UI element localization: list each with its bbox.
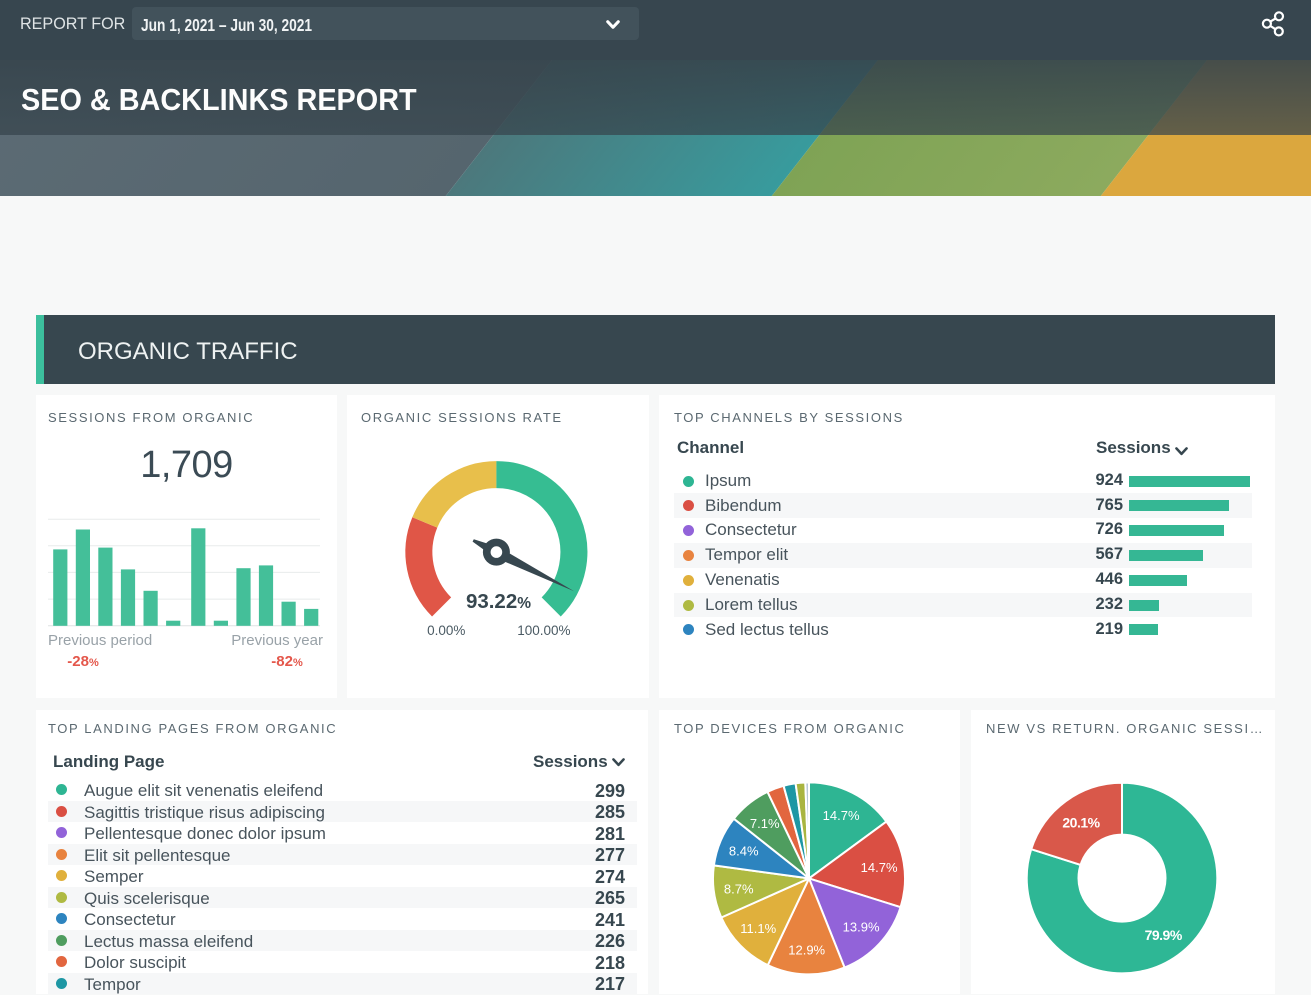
svg-text:13.9%: 13.9% (843, 920, 880, 935)
svg-text:20.1%: 20.1% (1062, 815, 1100, 831)
svg-text:7.1%: 7.1% (750, 816, 780, 831)
svg-text:14.7%: 14.7% (823, 808, 860, 823)
svg-text:11.1%: 11.1% (740, 921, 776, 936)
svg-text:12.9%: 12.9% (788, 942, 825, 957)
svg-text:100.00%: 100.00% (517, 623, 570, 638)
svg-text:79.9%: 79.9% (1145, 927, 1183, 943)
svg-text:14.7%: 14.7% (861, 860, 898, 875)
svg-text:8.4%: 8.4% (729, 844, 759, 859)
svg-text:93.22%: 93.22% (466, 590, 531, 613)
svg-text:8.7%: 8.7% (724, 881, 754, 896)
svg-text:0.00%: 0.00% (427, 623, 465, 638)
